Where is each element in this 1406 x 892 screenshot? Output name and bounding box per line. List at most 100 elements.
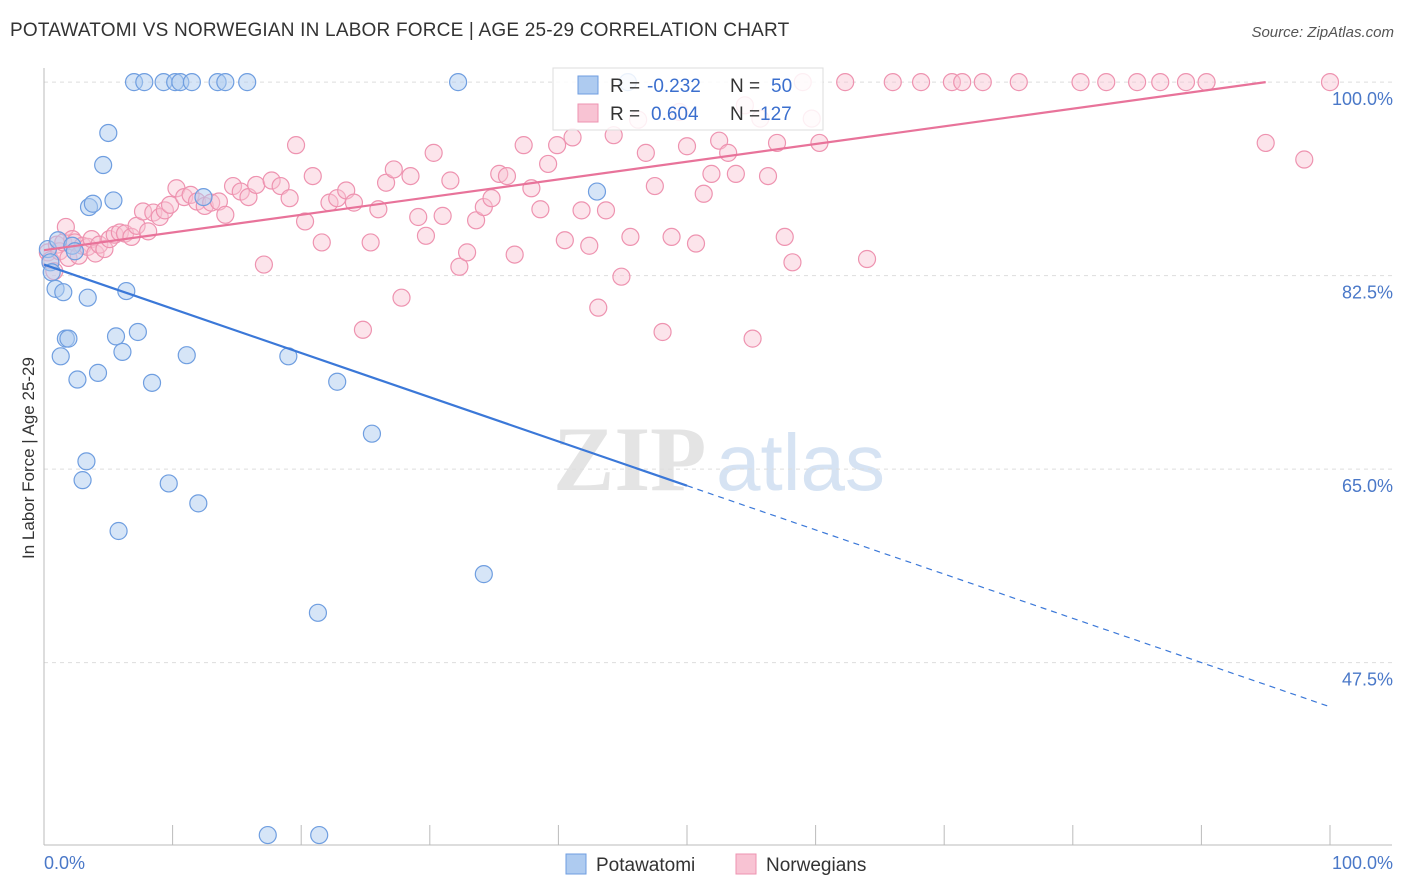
norwegians-point-80	[572, 201, 591, 220]
norwegians-point-75	[531, 200, 550, 219]
potawatomi-point-12	[73, 471, 92, 490]
potawatomi-point-16	[83, 194, 102, 213]
norwegians-point-123	[1197, 73, 1216, 92]
potawatomi-point-30	[159, 474, 178, 493]
y-tick-label-1: 65.0%	[1342, 476, 1393, 496]
watermark-atlas: atlas	[716, 418, 885, 507]
chart-title: POTAWATOMI VS NORWEGIAN IN LABOR FORCE |…	[10, 20, 790, 41]
potawatomi-point-17	[88, 363, 108, 382]
norwegians-point-113	[911, 73, 931, 92]
norwegians-point-64	[441, 171, 460, 190]
n-value-potawatomi: 50	[771, 76, 792, 97]
norwegians-point-54	[361, 233, 380, 252]
norwegians-point-27	[155, 201, 174, 220]
x-tick-label-0: 0.0%	[44, 853, 85, 873]
potawatomi-point-45	[362, 424, 382, 443]
norwegians-point-65	[450, 257, 469, 276]
axes	[43, 68, 1392, 846]
norwegians-point-120	[1127, 73, 1147, 92]
n-label-norwegians: N =	[730, 104, 760, 125]
norwegians-point-16	[95, 239, 114, 259]
norwegians-point-106	[783, 253, 802, 272]
potawatomi-point-42	[308, 603, 328, 622]
norwegians-point-72	[505, 245, 524, 264]
norwegians-point-46	[295, 212, 315, 231]
norwegians-point-47	[303, 166, 322, 186]
norwegians-point-91	[662, 227, 681, 247]
n-value-norwegians: 127	[760, 104, 792, 125]
r-value-potawatomi: -0.232	[647, 76, 701, 97]
source-credit: Source: ZipAtlas.com	[1251, 24, 1394, 41]
norwegians-point-44	[280, 189, 299, 208]
potawatomi-point-13	[77, 452, 96, 471]
potawatomi-point-21	[106, 327, 126, 346]
norwegians-point-104	[767, 133, 787, 153]
norwegians-point-96	[702, 164, 721, 183]
norwegians-point-89	[645, 176, 664, 196]
norwegians-point-117	[1009, 73, 1028, 92]
norwegians-point-94	[686, 234, 706, 253]
y-tick-labels: 47.5% 65.0% 82.5% 100.0%	[1332, 89, 1393, 689]
norwegians-point-110	[836, 73, 855, 92]
potawatomi-point-44	[328, 372, 347, 391]
legend-swatch-norwegians	[735, 853, 757, 875]
potawatomi-point-34	[182, 73, 201, 92]
norwegians-point-69	[482, 189, 501, 208]
norwegians-point-112	[883, 73, 902, 92]
potawatomi-point-43	[310, 825, 329, 845]
potawatomi-point-22	[109, 521, 128, 541]
potawatomi-point-28	[142, 373, 162, 392]
norwegians-point-86	[621, 227, 640, 247]
norwegians-point-90	[653, 322, 672, 342]
potawatomi-point-23	[113, 342, 132, 361]
norwegians-point-14	[86, 244, 105, 263]
potawatomi-point-20	[104, 191, 123, 210]
legend-label-potawatomi: Potawatomi	[596, 855, 695, 876]
norwegians-point-95	[694, 184, 713, 203]
norwegians-point-126	[1320, 73, 1340, 92]
y-axis-label: In Labor Force | Age 25-29	[19, 357, 38, 559]
norwegians-point-111	[857, 249, 877, 269]
norwegians-point-101	[743, 329, 762, 348]
potawatomi-point-18	[94, 155, 113, 175]
y-tick-label-3: 100.0%	[1332, 89, 1393, 109]
potawatomi-trend-dashed	[686, 485, 1331, 708]
norwegians-point-42	[262, 171, 281, 190]
norwegians-point-77	[548, 136, 567, 155]
potawatomi-point-36	[194, 187, 213, 207]
potawatomi-point-26	[128, 322, 147, 342]
watermark-zip: ZIP	[553, 408, 706, 510]
r-value-norwegians: 0.604	[651, 104, 699, 125]
norwegians-point-41	[254, 255, 274, 274]
potawatomi-point-35	[189, 494, 208, 513]
norwegians-point-62	[424, 143, 443, 162]
norwegians-point-88	[636, 143, 655, 162]
norwegians-point-48	[312, 233, 331, 252]
norwegians-point-82	[589, 298, 608, 317]
potawatomi-point-40	[258, 825, 277, 845]
r-label-norwegians: R =	[610, 104, 640, 125]
norwegians-point-119	[1097, 73, 1116, 92]
series-legend: Potawatomi Norwegians	[565, 853, 866, 876]
norwegians-point-116	[973, 73, 992, 92]
norwegians-point-105	[775, 227, 794, 247]
x-tick-label-1: 100.0%	[1332, 853, 1393, 873]
norwegians-point-93	[677, 137, 697, 156]
norwegians-point-125	[1295, 150, 1314, 169]
norwegians-point-85	[612, 267, 631, 286]
norwegians-point-57	[384, 160, 403, 179]
potawatomi-point-19	[99, 123, 118, 143]
x-tick-labels: 0.0% 100.0%	[44, 853, 1393, 873]
y-tick-label-0: 47.5%	[1342, 670, 1393, 690]
stats-legend-swatch-potawatomi	[577, 75, 599, 95]
y-tick-label-2: 82.5%	[1342, 283, 1393, 303]
norwegians-point-73	[514, 136, 533, 155]
norwegians-point-122	[1176, 73, 1196, 92]
norwegians-point-45	[286, 136, 306, 155]
norwegians-point-58	[392, 288, 411, 307]
norwegians-point-66	[457, 243, 477, 262]
n-label-potawatomi: N =	[730, 76, 760, 97]
norwegians-point-81	[580, 236, 599, 255]
norwegians-point-36	[216, 205, 235, 224]
potawatomi-point-14	[78, 288, 97, 307]
